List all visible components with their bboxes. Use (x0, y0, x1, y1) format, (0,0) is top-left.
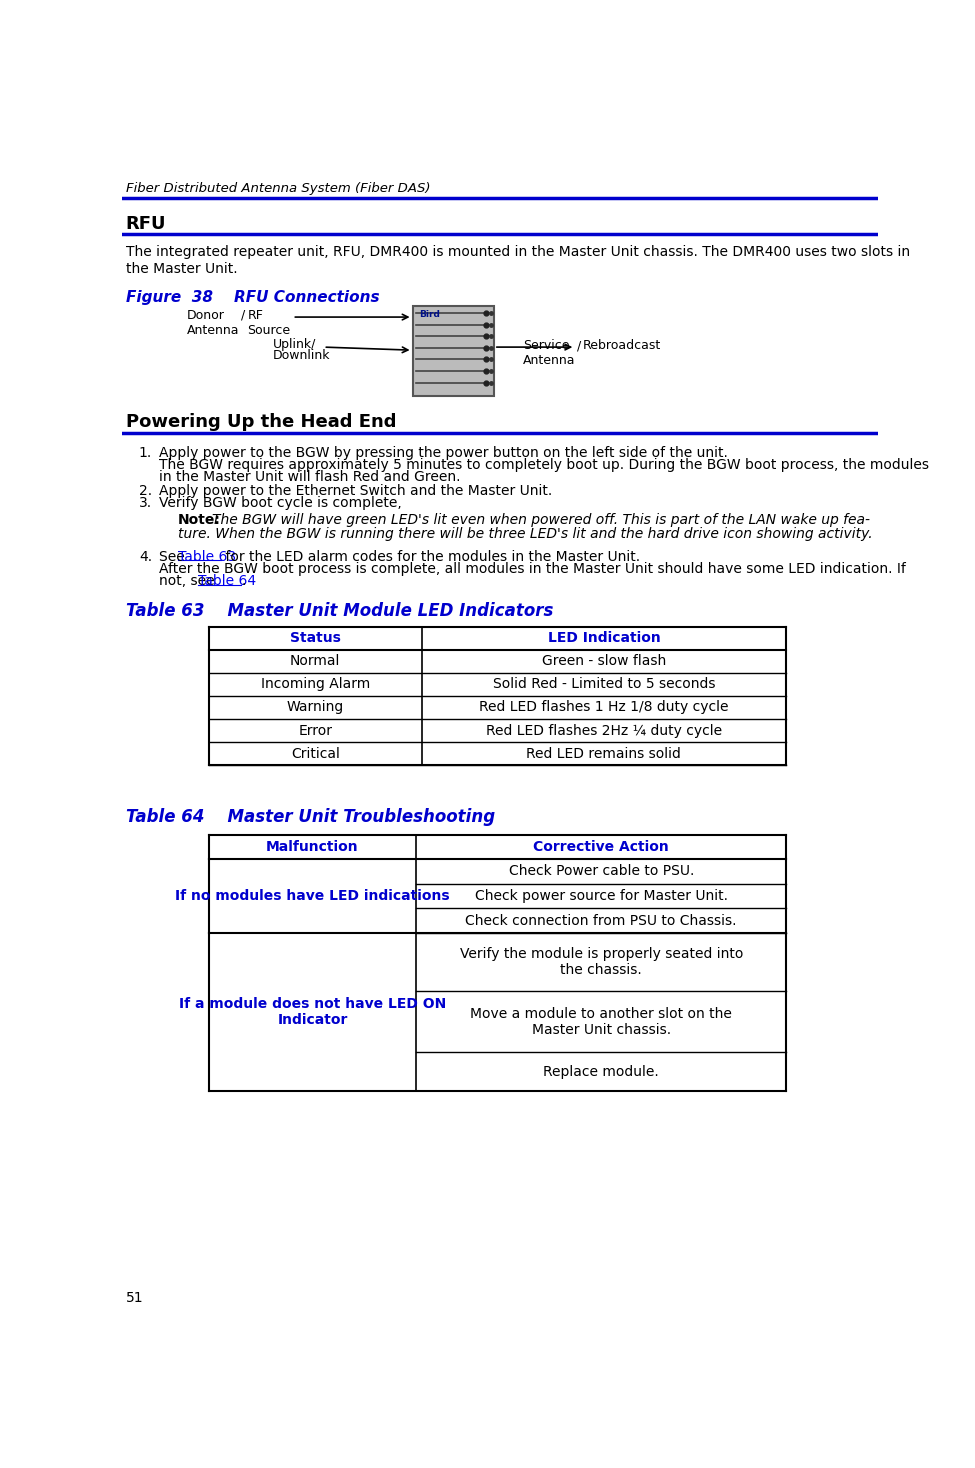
Text: Warning: Warning (287, 700, 344, 715)
Text: Bird: Bird (418, 310, 440, 319)
Text: /: / (577, 339, 581, 352)
Text: After the BGW boot process is complete, all modules in the Master Unit should ha: After the BGW boot process is complete, … (159, 562, 906, 575)
Text: Solid Red - Limited to 5 seconds: Solid Red - Limited to 5 seconds (492, 677, 716, 691)
Text: Uplink/: Uplink/ (273, 338, 316, 351)
Text: 4.: 4. (138, 549, 152, 564)
Text: Error: Error (298, 724, 332, 737)
Text: Downlink: Downlink (273, 348, 331, 361)
Text: The integrated repeater unit, RFU, DMR400 is mounted in the Master Unit chassis.: The integrated repeater unit, RFU, DMR40… (126, 245, 910, 276)
Text: Apply power to the Ethernet Switch and the Master Unit.: Apply power to the Ethernet Switch and t… (159, 484, 552, 498)
Text: Green - slow flash: Green - slow flash (542, 655, 666, 668)
Text: Rebroadcast: Rebroadcast (583, 339, 661, 352)
Text: LED Indication: LED Indication (548, 631, 660, 644)
Text: ture. When the BGW is running there will be three LED's lit and the hard drive i: ture. When the BGW is running there will… (177, 527, 873, 540)
Text: /: / (241, 308, 246, 321)
Text: Fiber Distributed Antenna System (Fiber DAS): Fiber Distributed Antenna System (Fiber … (126, 182, 430, 195)
Text: Table 64    Master Unit Troubleshooting: Table 64 Master Unit Troubleshooting (126, 807, 495, 825)
Text: not, see: not, see (159, 574, 219, 589)
Text: Table 63    Master Unit Module LED Indicators: Table 63 Master Unit Module LED Indicato… (126, 602, 553, 619)
Text: Note:: Note: (177, 514, 220, 527)
Text: 3.: 3. (138, 496, 152, 511)
Text: Service
Antenna: Service Antenna (523, 339, 575, 367)
Text: Check power source for Master Unit.: Check power source for Master Unit. (475, 890, 727, 903)
Text: Critical: Critical (291, 747, 339, 760)
Text: Status: Status (290, 631, 340, 644)
Text: 51: 51 (126, 1292, 143, 1305)
Text: Check Power cable to PSU.: Check Power cable to PSU. (509, 865, 694, 878)
Text: Powering Up the Head End: Powering Up the Head End (126, 414, 396, 432)
Text: Corrective Action: Corrective Action (533, 840, 669, 854)
Text: .: . (241, 574, 246, 589)
Text: RFU: RFU (126, 214, 167, 232)
Bar (412, 305, 494, 396)
Text: for the LED alarm codes for the modules in the Master Unit.: for the LED alarm codes for the modules … (221, 549, 641, 564)
Text: Check connection from PSU to Chassis.: Check connection from PSU to Chassis. (465, 913, 737, 928)
Text: 2.: 2. (138, 484, 152, 498)
Text: Red LED remains solid: Red LED remains solid (526, 747, 682, 760)
Text: If no modules have LED indications: If no modules have LED indications (176, 890, 449, 903)
Text: Verify BGW boot cycle is complete,: Verify BGW boot cycle is complete, (159, 496, 402, 511)
Text: Table 64: Table 64 (198, 574, 256, 589)
Text: Red LED flashes 2Hz ¼ duty cycle: Red LED flashes 2Hz ¼ duty cycle (486, 724, 722, 737)
Text: Donor
Antenna: Donor Antenna (187, 308, 240, 336)
Text: Apply power to the BGW by pressing the power button on the left side of the unit: Apply power to the BGW by pressing the p… (159, 446, 728, 459)
Text: 1.: 1. (138, 446, 152, 459)
Text: in the Master Unit will flash Red and Green.: in the Master Unit will flash Red and Gr… (159, 470, 460, 484)
Text: Table 63: Table 63 (177, 549, 236, 564)
Text: Figure  38    RFU Connections: Figure 38 RFU Connections (126, 291, 379, 305)
Text: Verify the module is properly seated into
the chassis.: Verify the module is properly seated int… (459, 947, 743, 978)
Text: Malfunction: Malfunction (266, 840, 359, 854)
Text: Move a module to another slot on the
Master Unit chassis.: Move a module to another slot on the Mas… (470, 1007, 732, 1036)
Text: Replace module.: Replace module. (543, 1064, 659, 1079)
Text: If a module does not have LED ON
Indicator: If a module does not have LED ON Indicat… (178, 997, 447, 1028)
Text: Incoming Alarm: Incoming Alarm (260, 677, 370, 691)
Text: See: See (159, 549, 189, 564)
Text: The BGW requires approximately 5 minutes to completely boot up. During the BGW b: The BGW requires approximately 5 minutes… (159, 458, 929, 473)
Text: Normal: Normal (290, 655, 340, 668)
Text: RF
Source: RF Source (248, 308, 291, 336)
Text: The BGW will have green LED's lit even when powered off. This is part of the LAN: The BGW will have green LED's lit even w… (212, 514, 870, 527)
Text: Red LED flashes 1 Hz 1/8 duty cycle: Red LED flashes 1 Hz 1/8 duty cycle (479, 700, 728, 715)
